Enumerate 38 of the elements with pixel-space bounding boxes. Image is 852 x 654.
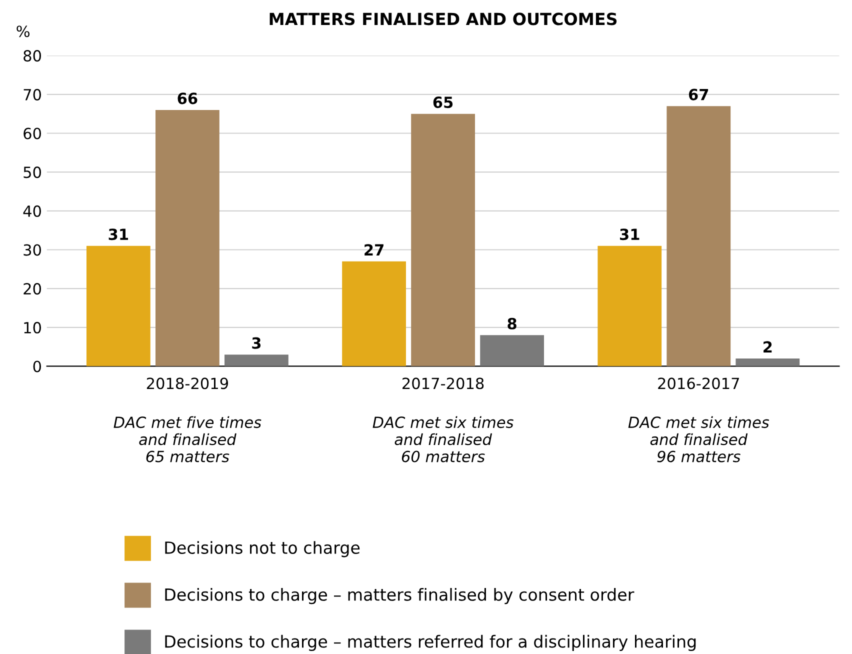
legend-label: Decisions to charge – matters finalised by consent order [165, 588, 634, 604]
y-tick-label: 80 [24, 50, 41, 62]
data-label: 65 [433, 96, 453, 108]
x-tick-label: 2016-2017 [658, 378, 739, 390]
y-tick-label: 70 [24, 88, 41, 100]
x-tick-label: 2017-2018 [402, 378, 484, 390]
y-tick-label: 40 [23, 205, 41, 217]
data-label: 3 [252, 337, 261, 349]
y-tick-label: 0 [33, 360, 41, 372]
bar [480, 335, 544, 366]
bar [342, 261, 406, 366]
bar [155, 110, 220, 366]
legend-label: Decisions to charge – matters referred for a disciplinary hearing [165, 634, 696, 652]
legend-label: Decisions not to charge [165, 541, 360, 558]
y-tick-label: 30 [24, 244, 41, 256]
y-tick-label: 50 [24, 166, 41, 178]
bar [411, 114, 475, 366]
data-label: 67 [688, 88, 708, 100]
data-label: 2 [764, 341, 772, 353]
bar [666, 106, 731, 366]
data-label: 27 [364, 244, 384, 256]
data-label: 31 [620, 228, 640, 240]
y-tick-label: 20 [24, 283, 41, 295]
y-axis-title: % [16, 26, 30, 38]
data-label: 66 [178, 92, 198, 104]
data-label: 8 [508, 318, 516, 330]
bar [86, 246, 150, 366]
text: DAC met five times and finalised 65 matters [114, 416, 262, 462]
data-label: 31 [108, 228, 128, 240]
bar [736, 358, 800, 366]
y-tick-label: 10 [24, 322, 41, 334]
text: DAC met six times and finalised 60 matters [372, 416, 514, 462]
bar [224, 354, 288, 366]
chart-title: MATTERS FINALISED AND OUTCOMES [270, 12, 617, 26]
bar [598, 246, 662, 366]
text: DAC met six times and finalised 96 matters [628, 416, 770, 462]
y-tick-label: 60 [24, 128, 41, 140]
x-tick-label: 2018-2019 [146, 378, 228, 390]
